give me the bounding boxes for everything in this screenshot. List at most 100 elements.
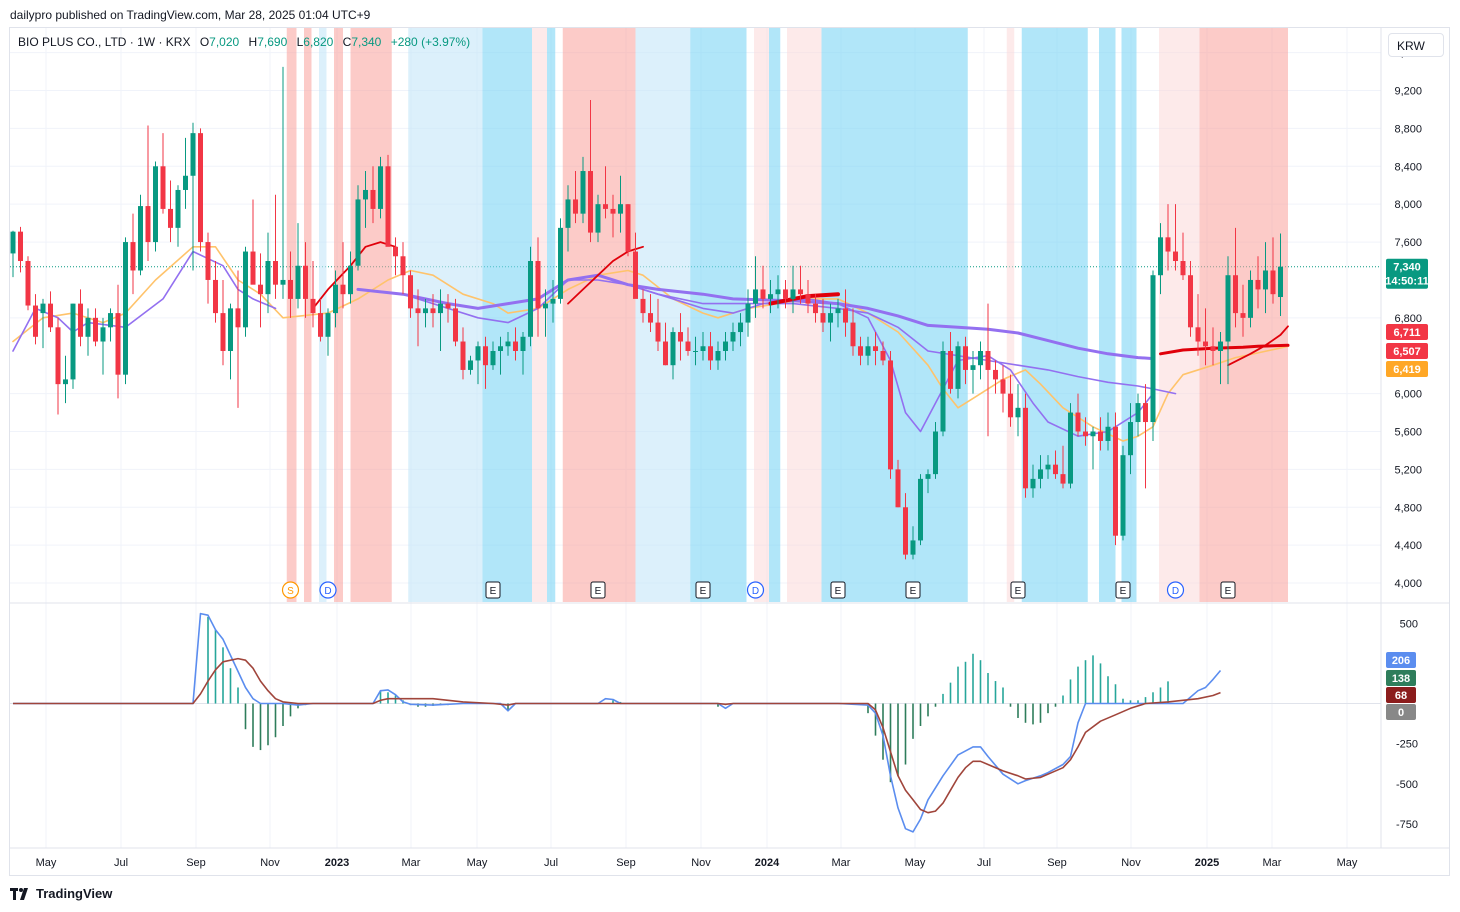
candle-body <box>1240 313 1246 318</box>
macd-scale-tag-bg <box>1386 687 1416 703</box>
candle-body <box>280 279 286 285</box>
candle-body <box>460 341 466 370</box>
tradingview-icon <box>10 887 28 900</box>
earnings-marker-box <box>905 581 921 599</box>
candle-body <box>978 350 983 366</box>
candle-body <box>498 346 503 351</box>
y-tick-label: 5,600 <box>1394 427 1422 439</box>
candle-body <box>168 208 173 228</box>
candle-body <box>70 303 76 380</box>
candle-body <box>228 308 233 351</box>
candle-body <box>843 308 848 323</box>
macd-scale-tag-bg <box>1386 652 1416 668</box>
earnings-marker-box <box>1220 581 1236 599</box>
earnings-marker-label: E <box>1225 586 1232 597</box>
x-tick-label: Nov <box>260 857 280 869</box>
candle-body <box>198 133 203 243</box>
candle-body <box>835 308 841 314</box>
candle-body <box>715 350 721 361</box>
candle-body <box>333 284 338 314</box>
candle-body <box>1180 261 1186 276</box>
highlight-band <box>690 28 747 602</box>
candle-body <box>513 341 518 351</box>
x-tick-label: Nov <box>691 857 711 869</box>
candle-body <box>25 261 31 306</box>
candle-body <box>1098 431 1103 441</box>
candle-body <box>550 298 556 304</box>
candle-body <box>1203 341 1208 347</box>
candle-body <box>385 166 391 247</box>
earnings-marker-box <box>1115 581 1131 599</box>
x-tick-label: Sep <box>616 857 636 869</box>
candle-body <box>655 322 661 342</box>
x-tick-label: May <box>905 857 926 869</box>
y-tick-label: 6,800 <box>1394 313 1422 325</box>
candle-body <box>505 341 511 347</box>
candle-body <box>745 303 751 323</box>
highlight-band <box>754 28 769 602</box>
price-scale-tag-bg <box>1386 324 1428 340</box>
candle-body <box>1278 266 1283 298</box>
candles <box>10 66 1283 560</box>
candle-body <box>903 507 908 555</box>
candle-body <box>145 206 151 243</box>
x-tick-label: Jul <box>114 857 128 869</box>
symbol-label[interactable]: BIO PLUS CO., LTD · 1W · KRX <box>18 35 191 49</box>
candle-body <box>33 305 38 337</box>
candle-body <box>1135 403 1141 423</box>
candle-body <box>1195 327 1201 342</box>
candle-body <box>213 279 218 314</box>
candle-body <box>790 289 796 299</box>
candle-body <box>603 204 608 209</box>
candle-body <box>678 332 683 342</box>
tradingview-logo[interactable]: TradingView <box>10 886 112 901</box>
highlight-band <box>350 28 392 602</box>
candle-body <box>1188 275 1193 328</box>
macd-scale-tag: 68 <box>1386 687 1416 703</box>
macd-scale-tag-bg <box>1386 670 1416 686</box>
macd-scale-tag-value: 206 <box>1392 655 1410 667</box>
candle-body <box>1128 422 1133 456</box>
candle-body <box>985 350 991 370</box>
candle-body <box>55 327 61 385</box>
candle-body <box>888 360 893 470</box>
candle-body <box>723 341 728 351</box>
candle-body <box>1225 275 1231 342</box>
price-scale-labels: 7,340 14:50:11 6,711 6,507 6,419 206 138 68 0 <box>1385 258 1429 720</box>
earnings-marker-box <box>695 581 711 599</box>
close-value: 7,340 <box>351 35 382 49</box>
candle-body <box>775 289 781 295</box>
earnings-marker: E <box>830 581 846 599</box>
earnings-marker: E <box>905 581 921 599</box>
earnings-marker: E <box>1010 581 1026 599</box>
candle-body <box>730 332 736 342</box>
highlight-band <box>532 28 547 602</box>
candle-body <box>753 289 758 304</box>
candle-body <box>393 246 398 257</box>
candle-body <box>258 284 263 295</box>
candle-body <box>1090 431 1096 437</box>
split-marker-label: S <box>287 586 294 597</box>
x-tick-label: 2025 <box>1195 857 1219 869</box>
candle-body <box>1045 464 1051 470</box>
macd-scale-tag-value: 0 <box>1398 707 1404 719</box>
earnings-marker-box <box>590 581 606 599</box>
candle-body <box>543 303 548 309</box>
macd-y-tick-label: 500 <box>1400 618 1418 630</box>
macd-line-1 <box>13 657 1221 814</box>
y-tick-label: 8,400 <box>1394 161 1422 173</box>
candle-body <box>93 317 98 342</box>
chart-frame <box>9 27 1450 876</box>
price-scale-tag: 6,711 <box>1386 324 1428 340</box>
candle-body <box>940 350 946 432</box>
candle-body <box>1120 455 1126 536</box>
currency-button[interactable]: KRW <box>1388 33 1444 57</box>
candle-body <box>865 346 871 356</box>
candle-body <box>1233 275 1238 314</box>
candle-body <box>235 308 241 328</box>
y-tick-label: 4,400 <box>1394 540 1422 552</box>
candle-body <box>610 208 616 214</box>
candle-body <box>243 251 248 328</box>
candle-body <box>445 303 451 309</box>
